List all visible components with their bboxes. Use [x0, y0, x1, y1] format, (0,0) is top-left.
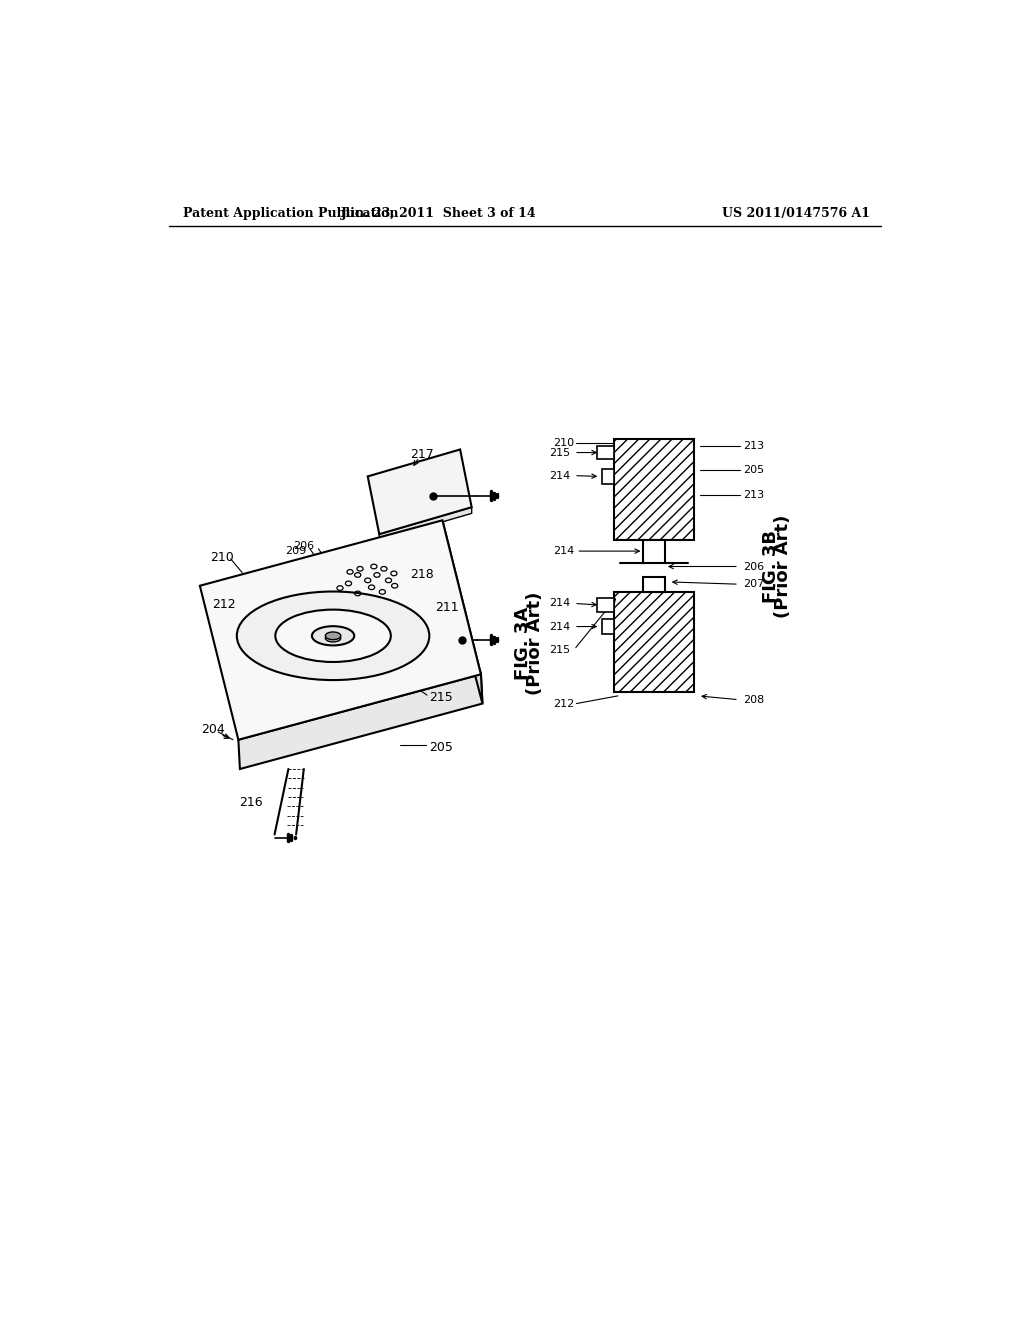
Text: 212: 212 [553, 698, 574, 709]
Bar [602, 469, 614, 484]
Bar [597, 446, 614, 459]
Bar [602, 619, 614, 635]
Text: 215: 215 [549, 447, 570, 458]
Text: 210: 210 [553, 438, 574, 449]
Bar [643, 540, 665, 562]
Text: 214: 214 [553, 546, 574, 556]
Text: 214: 214 [549, 622, 570, 631]
Text: 217: 217 [410, 449, 433, 462]
Polygon shape [239, 675, 482, 770]
Text: 206: 206 [293, 541, 313, 550]
Text: 214: 214 [549, 471, 570, 480]
Text: 210: 210 [210, 550, 233, 564]
Text: 213: 213 [742, 490, 764, 500]
Bar [614, 591, 694, 692]
Text: 213: 213 [742, 441, 764, 450]
Bar [597, 598, 614, 612]
Ellipse shape [312, 626, 354, 645]
Text: (Prior Art): (Prior Art) [774, 515, 793, 618]
Text: Jun. 23, 2011  Sheet 3 of 14: Jun. 23, 2011 Sheet 3 of 14 [341, 207, 537, 220]
Text: 214: 214 [549, 598, 570, 609]
Text: 211: 211 [435, 601, 459, 614]
Text: US 2011/0147576 A1: US 2011/0147576 A1 [722, 207, 869, 220]
Text: 205: 205 [429, 741, 454, 754]
Text: (Prior Art): (Prior Art) [526, 591, 545, 696]
Text: FIG. 3B: FIG. 3B [762, 531, 780, 603]
Polygon shape [200, 520, 481, 739]
Text: 215: 215 [429, 690, 453, 704]
Text: FIG. 3A: FIG. 3A [514, 607, 532, 680]
Polygon shape [379, 507, 472, 540]
Text: 204: 204 [201, 723, 224, 737]
Ellipse shape [237, 591, 429, 680]
Ellipse shape [275, 610, 391, 663]
Ellipse shape [326, 632, 341, 640]
Text: 216: 216 [240, 796, 263, 809]
Text: 209: 209 [285, 546, 306, 556]
Polygon shape [368, 449, 472, 535]
Text: 218: 218 [410, 568, 434, 581]
Text: 207: 207 [742, 579, 764, 589]
Polygon shape [442, 520, 482, 704]
Text: 215: 215 [549, 644, 570, 655]
Ellipse shape [326, 635, 341, 642]
Text: 206: 206 [742, 561, 764, 572]
Bar [643, 577, 665, 591]
Text: 212: 212 [212, 598, 236, 611]
Text: 205: 205 [742, 465, 764, 475]
Bar [614, 440, 694, 540]
Text: 208: 208 [742, 694, 764, 705]
Text: Patent Application Publication: Patent Application Publication [183, 207, 398, 220]
